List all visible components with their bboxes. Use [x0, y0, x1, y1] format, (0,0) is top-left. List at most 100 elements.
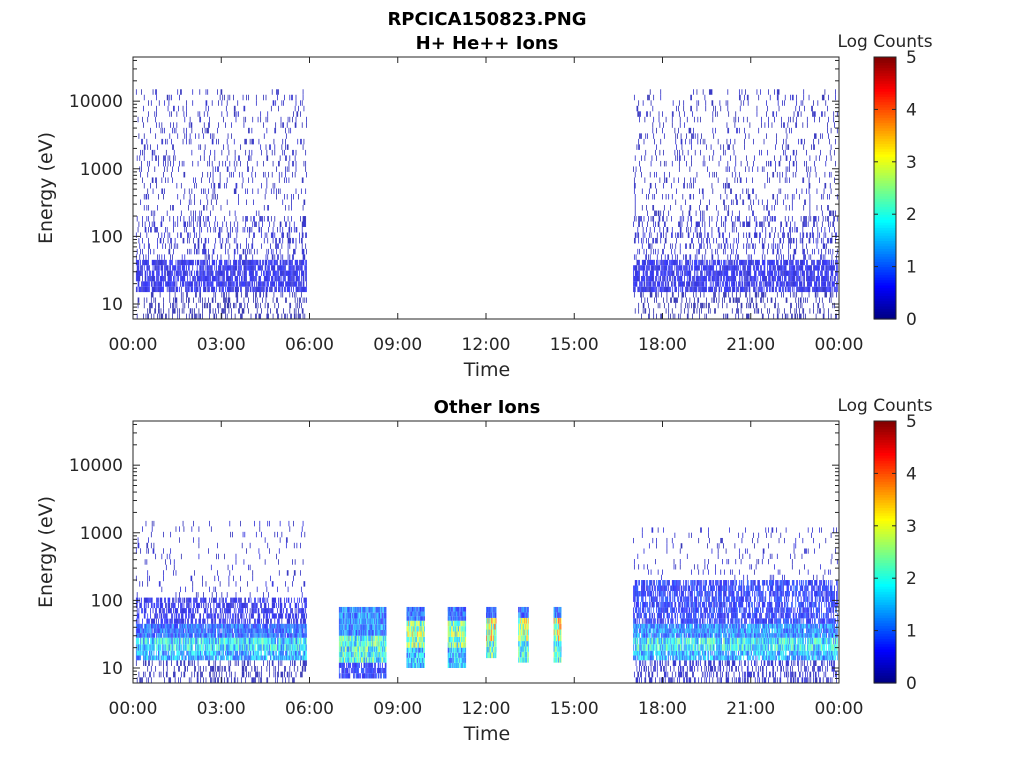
spectrogram-cell	[708, 89, 710, 95]
spectrogram-cell	[242, 94, 244, 101]
spectrogram-cell	[768, 281, 770, 287]
spectrogram-cell	[795, 171, 797, 178]
spectrogram-cell	[263, 216, 265, 222]
spectrogram-cell	[290, 302, 292, 309]
spectrogram-cell	[203, 259, 204, 266]
spectrogram-cell	[641, 171, 642, 178]
spectrogram-cell	[804, 281, 805, 287]
spectrogram-cell	[756, 302, 758, 309]
spectrogram-cell	[199, 275, 201, 282]
spectrogram-cell	[188, 216, 190, 222]
spectrogram-cell	[813, 259, 814, 266]
spectrogram-cell	[269, 144, 270, 150]
spectrogram-cell	[279, 248, 281, 255]
spectrogram-cell	[165, 243, 166, 249]
colorbar-tick-label: 1	[906, 258, 917, 278]
spectrogram-cell	[712, 111, 714, 117]
spectrogram-cell	[766, 275, 767, 282]
spectrogram-cell	[262, 221, 263, 227]
spectrogram-cell	[281, 265, 283, 271]
spectrogram-cell	[826, 155, 828, 161]
spectrogram-cell	[671, 265, 673, 271]
spectrogram-cell	[813, 221, 814, 227]
colorbar-swatch	[874, 250, 896, 255]
spectrogram-cell	[221, 308, 223, 314]
spectrogram-cell	[791, 265, 792, 271]
spectrogram-cell	[751, 259, 752, 266]
spectrogram-cell	[829, 182, 831, 189]
spectrogram-cell	[824, 226, 826, 233]
spectrogram-cell	[663, 216, 664, 222]
spectrogram-cell	[770, 270, 772, 276]
spectrogram-cell	[806, 160, 807, 167]
spectrogram-cell	[659, 275, 661, 282]
figure-title: RPCICA150823.PNG	[387, 9, 586, 30]
spectrogram-cell	[144, 275, 146, 282]
spectrogram-cell	[158, 286, 159, 293]
spectrogram-cell	[778, 243, 780, 249]
spectrogram-cell	[704, 138, 706, 145]
spectrogram-cell	[642, 308, 644, 314]
spectrogram-cell	[761, 292, 763, 298]
spectrogram-cell	[306, 259, 307, 266]
spectrogram-cell	[211, 297, 213, 303]
spectrogram-cell	[282, 281, 284, 287]
spectrogram-cell	[188, 237, 190, 244]
spectrogram-cell	[266, 127, 268, 134]
colorbar-swatch	[874, 135, 896, 139]
spectrogram-cell	[747, 94, 749, 101]
spectrogram-cell	[155, 155, 157, 161]
spectrogram-cell	[683, 105, 685, 112]
spectrogram-cell	[267, 111, 269, 117]
spectrogram-cell	[150, 226, 151, 233]
spectrogram-cell	[194, 270, 195, 276]
spectrogram-cell	[148, 237, 149, 244]
spectrogram-cell	[751, 281, 752, 287]
spectrogram-cell	[755, 221, 757, 227]
spectrogram-cell	[639, 270, 640, 276]
spectrogram-cell	[148, 265, 149, 271]
spectrogram-cell	[831, 270, 833, 276]
spectrogram-cell	[794, 308, 796, 314]
spectrogram-cell	[731, 265, 732, 271]
spectrogram-cell	[239, 308, 240, 314]
colorbar-swatch	[874, 232, 896, 236]
spectrogram-cell	[143, 608, 145, 614]
spectrogram-cell	[812, 286, 813, 293]
spectrogram-cell	[250, 216, 252, 222]
spectrogram-cell	[136, 602, 138, 609]
spectrogram-cell	[682, 286, 684, 293]
spectrogram-cell	[163, 155, 164, 161]
spectrogram-cell	[167, 275, 169, 282]
spectrogram-cell	[699, 286, 700, 293]
spectrogram-cell	[793, 270, 795, 276]
spectrogram-cell	[140, 171, 142, 178]
spectrogram-cell	[726, 281, 728, 287]
spectrogram-cell	[186, 100, 187, 106]
spectrogram-cell	[723, 265, 725, 271]
spectrogram-cell	[818, 275, 820, 282]
spectrogram-cell	[229, 94, 231, 101]
spectrogram-cell	[771, 226, 773, 233]
spectrogram-cell	[189, 308, 191, 314]
spectrogram-cell	[154, 265, 156, 271]
spectrogram-cell	[782, 100, 783, 106]
spectrogram-cell	[229, 243, 231, 249]
spectrogram-cell	[769, 259, 771, 266]
spectrogram-cell	[746, 216, 747, 222]
spectrogram-cell	[723, 270, 725, 276]
spectrogram-cell	[296, 226, 298, 233]
spectrogram-cell	[702, 281, 704, 287]
spectrogram-cell	[252, 254, 254, 260]
spectrogram-cell	[691, 133, 692, 139]
spectrogram-cell	[789, 259, 790, 266]
spectrogram-cell	[763, 265, 765, 271]
spectrogram-cell	[808, 177, 810, 183]
spectrogram-cell	[276, 281, 277, 287]
spectrogram-cell	[636, 275, 638, 282]
spectrogram-cell	[765, 216, 767, 222]
spectrogram-cell	[255, 313, 257, 319]
spectrogram-cell	[809, 265, 811, 271]
spectrogram-cell	[700, 281, 701, 287]
spectrogram-cell	[836, 232, 837, 238]
